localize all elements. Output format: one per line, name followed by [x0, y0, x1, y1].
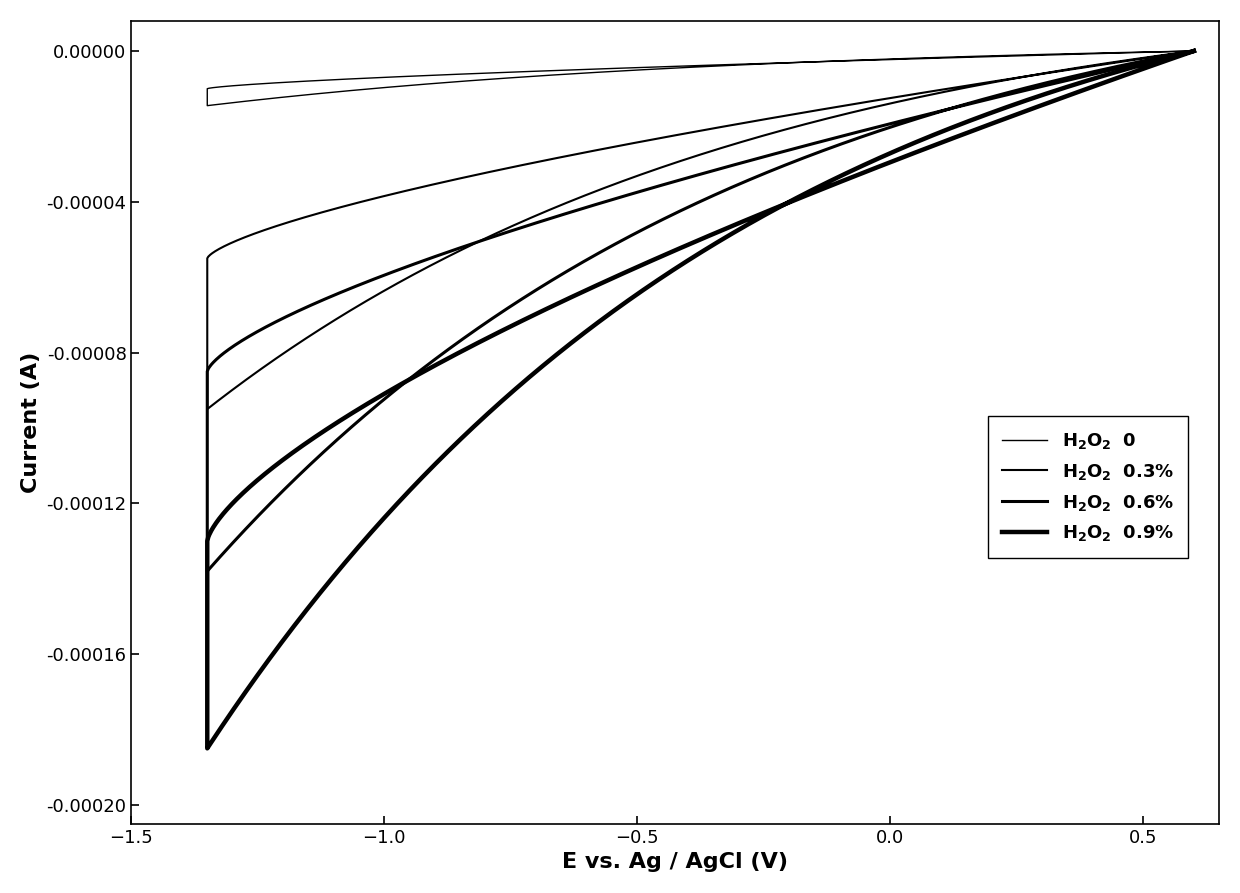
Legend: $\mathbf{H_2O_2}$  $\mathbf{0}$, $\mathbf{H_2O_2}$  $\mathbf{0.3\%}$, $\mathbf{H: $\mathbf{H_2O_2}$ $\mathbf{0}$, $\mathbf… [988, 416, 1188, 558]
Y-axis label: Current (A): Current (A) [21, 352, 41, 493]
X-axis label: E vs. Ag / AgCl (V): E vs. Ag / AgCl (V) [562, 852, 789, 872]
